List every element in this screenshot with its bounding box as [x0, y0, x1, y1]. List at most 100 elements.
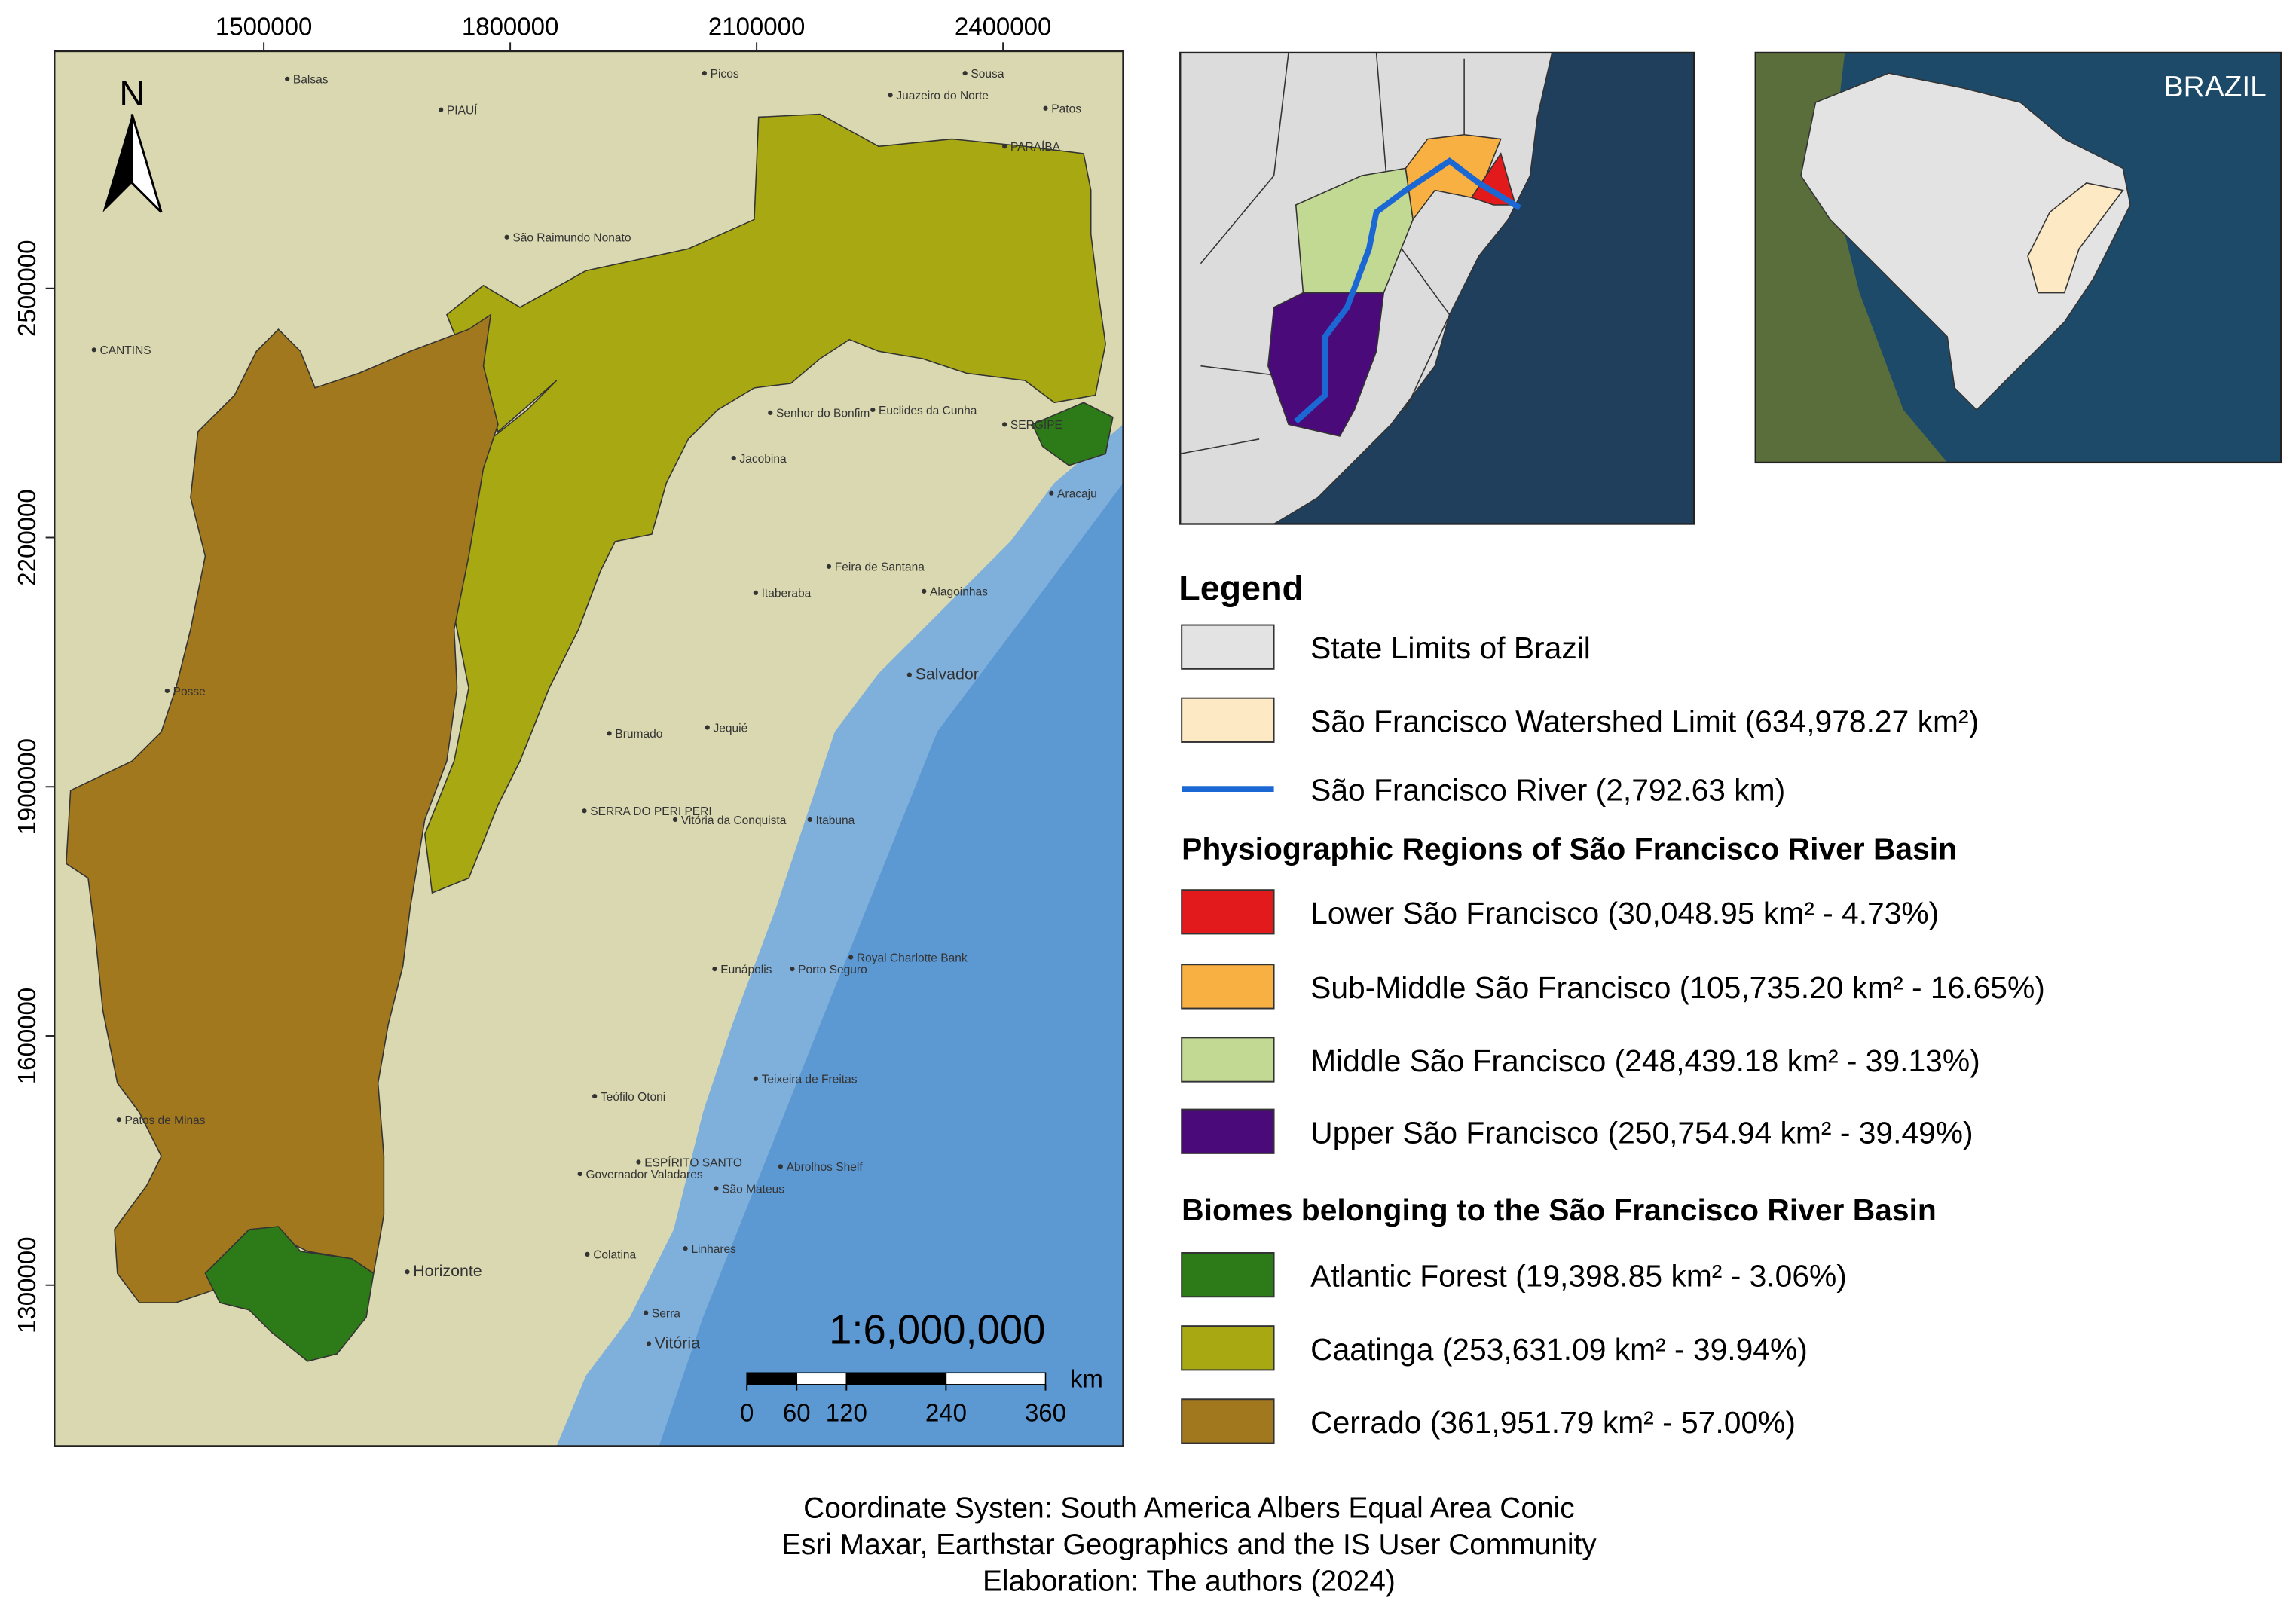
- scale-tick-label: 360: [1025, 1398, 1066, 1426]
- x-tick-label: 2100000: [708, 13, 806, 41]
- place-dot: [1002, 144, 1007, 149]
- place-dot: [644, 1310, 649, 1315]
- place-label: Itabuna: [816, 814, 855, 827]
- legend-swatch: [1181, 1108, 1275, 1154]
- legend-swatch: [1181, 624, 1275, 670]
- map-frame: [54, 50, 1124, 1447]
- y-tick-label: 1600000: [13, 988, 41, 1085]
- place-dot: [672, 817, 678, 823]
- place-dot: [888, 93, 893, 98]
- legend-title: Legend: [1179, 569, 1304, 608]
- inset-label: BRAZIL: [2164, 71, 2267, 103]
- deep-ocean: [659, 483, 1124, 1447]
- legend-label: Atlantic Forest (19,398.85 km² - 3.06%): [1310, 1259, 1847, 1294]
- place-label: Patos de Minas: [125, 1114, 206, 1127]
- place-dot: [91, 347, 96, 353]
- scale-segment: [945, 1372, 1047, 1385]
- legend-swatch: [1181, 964, 1275, 1010]
- place-dot: [702, 71, 707, 76]
- place-dot: [607, 731, 612, 736]
- inset-frame: [1754, 51, 2282, 464]
- place-label: Patos: [1051, 103, 1081, 116]
- place-label: Colatina: [593, 1249, 636, 1262]
- place-dot: [962, 71, 968, 76]
- legend-heading: Physiographic Regions of São Francisco R…: [1182, 831, 1957, 866]
- legend: Legend Physiographic Regions of São Fran…: [1179, 569, 2045, 1444]
- place-label: Eunápolis: [720, 964, 772, 976]
- legend-swatch: [1181, 889, 1275, 935]
- place-label: Vitória: [655, 1334, 700, 1352]
- place-label: São Mateus: [722, 1183, 784, 1196]
- legend-label: Caatinga (253,631.09 km² - 39.94%): [1310, 1332, 1808, 1367]
- place-label: Senhor do Bonfim: [776, 408, 870, 420]
- legend-label: Lower São Francisco (30,048.95 km² - 4.7…: [1310, 896, 1939, 930]
- place-dot: [922, 588, 927, 594]
- credits: Coordinate Systen: South America Albers …: [781, 1492, 1597, 1598]
- scale-unit: km: [1070, 1365, 1103, 1393]
- place-label: Linhares: [691, 1243, 736, 1256]
- legend-label: Upper São Francisco (250,754.94 km² - 39…: [1310, 1115, 1973, 1150]
- atlantic-forest-biome: [204, 1226, 375, 1362]
- place-label: Sousa: [971, 68, 1004, 81]
- scale-segment: [796, 1372, 848, 1385]
- place-dot: [683, 1246, 688, 1251]
- place-label: Serra: [652, 1307, 680, 1320]
- place-label: PIAUÍ: [447, 105, 478, 118]
- x-tick-label: 2400000: [955, 13, 1052, 41]
- y-tick-label: 2500000: [13, 240, 41, 337]
- scale-tick-label: 120: [826, 1398, 867, 1426]
- place-dot: [592, 1093, 598, 1099]
- place-label: Brumado: [615, 728, 662, 741]
- scale-ratio: 1:6,000,000: [829, 1306, 1045, 1352]
- y-tick-label: 1900000: [13, 738, 41, 836]
- place-label: Governador Valadares: [585, 1169, 702, 1181]
- place-dot: [807, 817, 812, 823]
- place-labels: Balsas Picos PIAUÍ Sousa Patos PARAÍBA Juazeir…: [91, 68, 1097, 1352]
- place-dot: [164, 688, 170, 694]
- scale-tick-label: 240: [925, 1398, 967, 1426]
- inset-basin: [1180, 52, 1695, 524]
- credit-line: Elaboration: The authors (2024): [983, 1566, 1396, 1598]
- legend-label: Sub-Middle São Francisco (105,735.20 km²…: [1310, 970, 2045, 1005]
- scale-segment: [845, 1372, 947, 1385]
- x-tick-label: 1800000: [462, 13, 559, 41]
- place-label: Horizonte: [413, 1262, 482, 1280]
- place-label: Posse: [173, 686, 206, 698]
- coordinate-ticks: 1500000 1800000 2100000 2400000 1300000 16000…: [13, 13, 1051, 1334]
- inset-frame: [1179, 51, 1695, 525]
- credit-line: Esri Maxar, Earthstar Geographics and th…: [781, 1529, 1597, 1561]
- place-dot: [753, 1076, 758, 1081]
- place-label: Feira de Santana: [835, 561, 925, 574]
- place-dot: [1002, 422, 1007, 427]
- place-label: Balsas: [293, 74, 329, 87]
- place-dot: [731, 455, 736, 461]
- place-dot: [439, 107, 444, 112]
- place-dot: [646, 1341, 652, 1346]
- place-dot: [826, 564, 832, 569]
- legend-swatch: [1181, 697, 1275, 743]
- place-dot: [1043, 105, 1048, 111]
- place-dot: [768, 410, 773, 415]
- place-label: Juazeiro do Norte: [896, 90, 989, 102]
- place-label: Royal Charlotte Bank: [857, 952, 968, 964]
- place-dot: [705, 725, 710, 730]
- place-label: Alagoinhas: [930, 586, 988, 599]
- place-dot: [848, 955, 854, 960]
- place-label: ESPÍRITO SANTO: [644, 1156, 742, 1169]
- credit-line: Coordinate Systen: South America Albers …: [803, 1492, 1574, 1525]
- place-label: Vitória da Conquista: [681, 814, 787, 827]
- legend-label: Middle São Francisco (248,439.18 km² - 3…: [1310, 1043, 1980, 1078]
- place-dot: [285, 76, 290, 82]
- main-map: Balsas Picos PIAUÍ Sousa Patos PARAÍBA Juazeir…: [54, 50, 1124, 1447]
- place-dot: [577, 1171, 582, 1177]
- caatinga-biome: [423, 113, 1106, 894]
- legend-swatch: [1181, 1398, 1275, 1444]
- scale-segment: [746, 1372, 798, 1385]
- place-label: Picos: [711, 68, 739, 81]
- place-label: Porto Seguro: [798, 964, 867, 976]
- x-tick-label: 1500000: [216, 13, 313, 41]
- legend-swatch: [1181, 1325, 1275, 1371]
- place-label: Jacobina: [739, 453, 787, 466]
